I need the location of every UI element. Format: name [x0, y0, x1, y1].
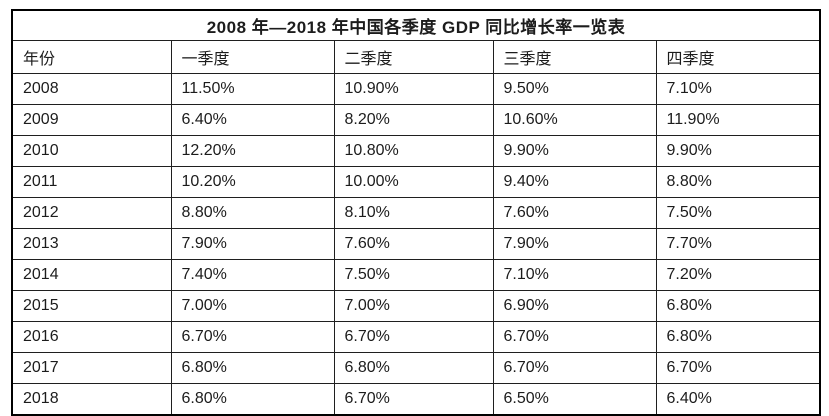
value-cell: 7.50%	[333, 259, 494, 291]
value-cell: 10.00%	[333, 166, 494, 198]
value-cell: 6.80%	[170, 352, 335, 384]
value-cell: 6.70%	[333, 321, 494, 353]
value-cell: 6.70%	[170, 321, 335, 353]
value-cell: 7.50%	[655, 197, 821, 229]
table-title-row: 2008 年—2018 年中国各季度 GDP 同比增长率一览表	[11, 9, 821, 41]
table-row: 2017 6.80% 6.80% 6.70% 6.70%	[11, 352, 821, 384]
value-cell: 6.80%	[170, 383, 335, 416]
year-cell: 2012	[11, 197, 172, 229]
value-cell: 6.70%	[333, 383, 494, 416]
gdp-table-container: 2008 年—2018 年中国各季度 GDP 同比增长率一览表 年份 一季度 二…	[11, 9, 822, 416]
value-cell: 7.60%	[333, 228, 494, 260]
value-cell: 6.70%	[655, 352, 821, 384]
table-row: 2010 12.20% 10.80% 9.90% 9.90%	[11, 135, 821, 167]
header-q3: 三季度	[492, 40, 657, 74]
table-row: 2016 6.70% 6.70% 6.70% 6.80%	[11, 321, 821, 353]
value-cell: 6.70%	[492, 352, 657, 384]
value-cell: 7.00%	[333, 290, 494, 322]
year-cell: 2013	[11, 228, 172, 260]
table-row: 2018 6.80% 6.70% 6.50% 6.40%	[11, 383, 821, 416]
value-cell: 6.50%	[492, 383, 657, 416]
value-cell: 6.40%	[655, 383, 821, 416]
value-cell: 7.00%	[170, 290, 335, 322]
value-cell: 6.90%	[492, 290, 657, 322]
value-cell: 7.90%	[492, 228, 657, 260]
value-cell: 6.40%	[170, 104, 335, 136]
value-cell: 7.10%	[492, 259, 657, 291]
value-cell: 7.70%	[655, 228, 821, 260]
table-title: 2008 年—2018 年中国各季度 GDP 同比增长率一览表	[11, 9, 821, 41]
value-cell: 7.40%	[170, 259, 335, 291]
value-cell: 10.80%	[333, 135, 494, 167]
year-cell: 2010	[11, 135, 172, 167]
table-row: 2011 10.20% 10.00% 9.40% 8.80%	[11, 166, 821, 198]
value-cell: 9.50%	[492, 73, 657, 105]
table-row: 2009 6.40% 8.20% 10.60% 11.90%	[11, 104, 821, 136]
table-row: 2014 7.40% 7.50% 7.10% 7.20%	[11, 259, 821, 291]
value-cell: 6.70%	[492, 321, 657, 353]
value-cell: 11.50%	[170, 73, 335, 105]
value-cell: 7.20%	[655, 259, 821, 291]
header-q2: 二季度	[333, 40, 494, 74]
table-body: 2008 11.50% 10.90% 9.50% 7.10% 2009 6.40% 8.20%…	[11, 73, 821, 416]
value-cell: 10.60%	[492, 104, 657, 136]
year-cell: 2009	[11, 104, 172, 136]
value-cell: 9.40%	[492, 166, 657, 198]
value-cell: 7.60%	[492, 197, 657, 229]
value-cell: 7.10%	[655, 73, 821, 105]
table-row: 2008 11.50% 10.90% 9.50% 7.10%	[11, 73, 821, 105]
year-cell: 2008	[11, 73, 172, 105]
table-row: 2013 7.90% 7.60% 7.90% 7.70%	[11, 228, 821, 260]
value-cell: 10.90%	[333, 73, 494, 105]
year-cell: 2018	[11, 383, 172, 416]
value-cell: 9.90%	[655, 135, 821, 167]
table-row: 2012 8.80% 8.10% 7.60% 7.50%	[11, 197, 821, 229]
year-cell: 2017	[11, 352, 172, 384]
header-q4: 四季度	[655, 40, 821, 74]
value-cell: 11.90%	[655, 104, 821, 136]
value-cell: 6.80%	[333, 352, 494, 384]
value-cell: 9.90%	[492, 135, 657, 167]
header-year: 年份	[11, 40, 172, 74]
value-cell: 8.20%	[333, 104, 494, 136]
value-cell: 7.90%	[170, 228, 335, 260]
header-q1: 一季度	[170, 40, 335, 74]
value-cell: 8.80%	[655, 166, 821, 198]
value-cell: 6.80%	[655, 290, 821, 322]
gdp-growth-table: 2008 年—2018 年中国各季度 GDP 同比增长率一览表 年份 一季度 二…	[11, 9, 822, 416]
year-cell: 2016	[11, 321, 172, 353]
value-cell: 8.80%	[170, 197, 335, 229]
year-cell: 2014	[11, 259, 172, 291]
table-header-row: 年份 一季度 二季度 三季度 四季度	[11, 40, 821, 74]
value-cell: 8.10%	[333, 197, 494, 229]
value-cell: 6.80%	[655, 321, 821, 353]
year-cell: 2015	[11, 290, 172, 322]
table-row: 2015 7.00% 7.00% 6.90% 6.80%	[11, 290, 821, 322]
value-cell: 12.20%	[170, 135, 335, 167]
value-cell: 10.20%	[170, 166, 335, 198]
year-cell: 2011	[11, 166, 172, 198]
